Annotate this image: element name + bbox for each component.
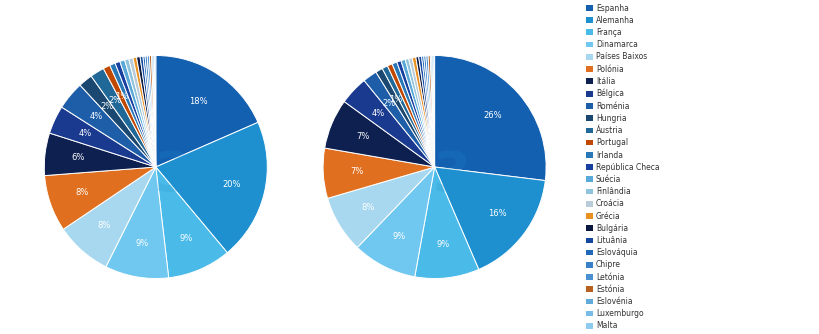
Wedge shape bbox=[414, 167, 478, 279]
Wedge shape bbox=[49, 107, 156, 167]
Wedge shape bbox=[115, 61, 156, 167]
Wedge shape bbox=[143, 56, 156, 167]
Wedge shape bbox=[327, 167, 434, 247]
Text: 8%: 8% bbox=[360, 203, 374, 212]
Wedge shape bbox=[376, 68, 434, 167]
Wedge shape bbox=[430, 55, 434, 167]
Wedge shape bbox=[324, 102, 434, 167]
Text: 1%: 1% bbox=[115, 93, 128, 102]
Wedge shape bbox=[103, 65, 156, 167]
Wedge shape bbox=[152, 55, 156, 167]
Wedge shape bbox=[129, 58, 156, 167]
Wedge shape bbox=[415, 57, 434, 167]
Wedge shape bbox=[140, 56, 156, 167]
Wedge shape bbox=[434, 55, 545, 181]
Wedge shape bbox=[152, 55, 156, 167]
Wedge shape bbox=[63, 167, 156, 267]
Text: 2%: 2% bbox=[382, 99, 396, 108]
Wedge shape bbox=[344, 80, 434, 167]
Wedge shape bbox=[156, 122, 267, 253]
Text: 6%: 6% bbox=[71, 154, 85, 162]
Wedge shape bbox=[412, 57, 434, 167]
Text: 8%: 8% bbox=[75, 188, 88, 197]
Wedge shape bbox=[149, 55, 156, 167]
Text: 8%: 8% bbox=[97, 221, 111, 230]
Wedge shape bbox=[428, 55, 434, 167]
Text: 9%: 9% bbox=[392, 232, 405, 241]
Wedge shape bbox=[364, 72, 434, 167]
Wedge shape bbox=[120, 60, 156, 167]
Text: 2%: 2% bbox=[108, 96, 121, 105]
Text: 3: 3 bbox=[432, 149, 470, 203]
Text: 18%: 18% bbox=[189, 97, 207, 106]
Text: 4%: 4% bbox=[79, 129, 92, 138]
Text: 16%: 16% bbox=[487, 209, 506, 218]
Wedge shape bbox=[408, 58, 434, 167]
Wedge shape bbox=[145, 56, 156, 167]
Wedge shape bbox=[423, 56, 434, 167]
Wedge shape bbox=[106, 167, 169, 279]
Wedge shape bbox=[425, 56, 434, 167]
Wedge shape bbox=[396, 61, 434, 167]
Text: 26%: 26% bbox=[483, 111, 502, 120]
Wedge shape bbox=[80, 76, 156, 167]
Legend: Espanha, Alemanha, França, Dinamarca, Países Baixos, Polónia, Itália, Bélgica, R: Espanha, Alemanha, França, Dinamarca, Pa… bbox=[586, 4, 658, 330]
Wedge shape bbox=[156, 55, 258, 167]
Wedge shape bbox=[133, 57, 156, 167]
Wedge shape bbox=[405, 58, 434, 167]
Wedge shape bbox=[136, 56, 156, 167]
Text: 9%: 9% bbox=[179, 234, 193, 243]
Text: 4%: 4% bbox=[89, 113, 102, 122]
Wedge shape bbox=[391, 62, 434, 167]
Wedge shape bbox=[61, 85, 156, 167]
Wedge shape bbox=[382, 66, 434, 167]
Wedge shape bbox=[44, 167, 156, 229]
Wedge shape bbox=[434, 167, 545, 270]
Wedge shape bbox=[156, 167, 227, 278]
Text: 4%: 4% bbox=[371, 109, 384, 118]
Wedge shape bbox=[357, 167, 434, 277]
Wedge shape bbox=[44, 133, 156, 176]
Wedge shape bbox=[154, 55, 156, 167]
Text: 2%: 2% bbox=[100, 102, 113, 111]
Wedge shape bbox=[431, 55, 434, 167]
Wedge shape bbox=[147, 56, 156, 167]
Text: 3: 3 bbox=[153, 149, 192, 203]
Wedge shape bbox=[91, 68, 156, 167]
Wedge shape bbox=[432, 55, 434, 167]
Wedge shape bbox=[421, 56, 434, 167]
Wedge shape bbox=[419, 56, 434, 167]
Wedge shape bbox=[110, 63, 156, 167]
Wedge shape bbox=[387, 64, 434, 167]
Text: 7%: 7% bbox=[355, 132, 369, 141]
Text: 7%: 7% bbox=[350, 167, 363, 176]
Text: 20%: 20% bbox=[222, 180, 241, 189]
Wedge shape bbox=[400, 59, 434, 167]
Text: 9%: 9% bbox=[437, 240, 450, 249]
Wedge shape bbox=[124, 59, 156, 167]
Text: 9%: 9% bbox=[135, 239, 149, 248]
Text: 1%: 1% bbox=[389, 95, 402, 104]
Wedge shape bbox=[323, 148, 434, 198]
